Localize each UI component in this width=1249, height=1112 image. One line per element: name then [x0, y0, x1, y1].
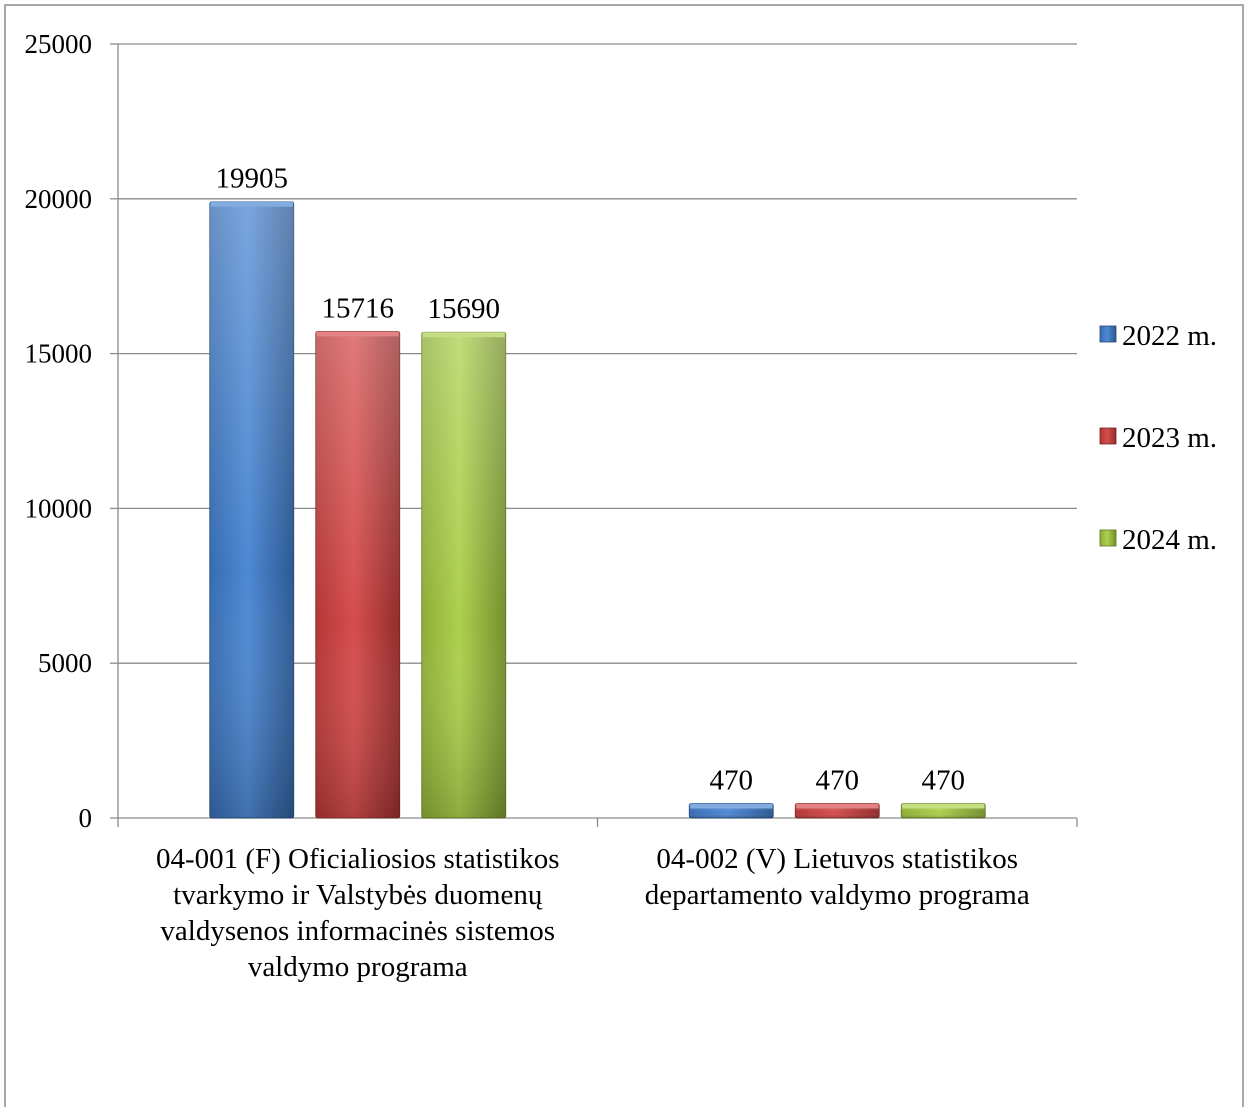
data-label: 470: [922, 764, 966, 796]
legend-label: 2023 m.: [1122, 422, 1217, 454]
legend: 2022 m. 2023 m. 2024 m.: [1099, 320, 1217, 556]
legend-swatch: [1099, 529, 1117, 547]
bar-bevel: [422, 332, 505, 338]
bar-bevel: [316, 331, 399, 337]
bar-shading: [421, 332, 506, 818]
legend-label: 2022 m.: [1122, 320, 1217, 352]
y-tick-label: 5000: [38, 648, 92, 678]
data-label: 15716: [322, 292, 395, 324]
bar-shading: [315, 331, 400, 818]
data-label: 19905: [216, 163, 289, 195]
data-labels: 19905 15716 15690 470 470 470: [216, 163, 966, 797]
y-tick-label: 20000: [25, 184, 93, 214]
y-tick-label: 15000: [25, 339, 93, 369]
legend-swatch: [1099, 427, 1117, 445]
bar-shading: [209, 201, 294, 818]
axes: 0 5000 10000 15000 20000 25000: [25, 29, 1078, 833]
data-label: 470: [816, 764, 860, 796]
x-axis-tick-labels: 04-001 (F) Oficialiosios statistikos tvar…: [156, 843, 1030, 983]
bar-bevel: [796, 803, 879, 809]
bars: [209, 201, 986, 819]
data-label: 470: [710, 764, 754, 796]
bar-bevel: [210, 201, 293, 207]
y-tick-label: 0: [79, 803, 93, 833]
y-tick-label: 25000: [25, 29, 93, 59]
bar-bevel: [690, 803, 773, 809]
y-tick-label: 10000: [25, 493, 93, 523]
bar-bevel: [902, 803, 985, 809]
data-label: 15690: [428, 293, 501, 325]
legend-label: 2024 m.: [1122, 524, 1217, 556]
legend-swatch: [1099, 325, 1117, 343]
x-tick-label: 04-002 (V) Lietuvos statistikos departame…: [645, 843, 1030, 911]
x-tick-label: 04-001 (F) Oficialiosios statistikos tvar…: [156, 843, 560, 983]
